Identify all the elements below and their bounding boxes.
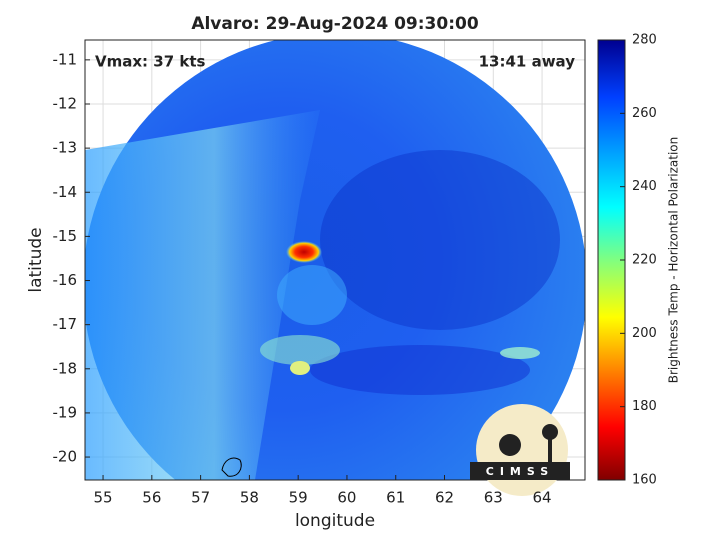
- x-axis-label: longitude: [295, 511, 375, 531]
- colorbar-tick-label: 220: [632, 253, 657, 268]
- logo-dish: [499, 434, 521, 456]
- y-tick-label: -17: [53, 315, 78, 333]
- x-tick-label: 61: [386, 489, 405, 507]
- cloud-band: [310, 345, 530, 395]
- convection: [277, 265, 347, 325]
- swath-band: [85, 110, 320, 480]
- x-tick-label: 62: [435, 489, 454, 507]
- chart-title: Alvaro: 29-Aug-2024 09:30:00: [191, 14, 478, 34]
- colorbar-label: Brightness Temp - Horizontal Polarizatio…: [667, 137, 681, 384]
- convection: [290, 361, 310, 375]
- x-tick-label: 60: [337, 489, 356, 507]
- y-tick-label: -15: [53, 227, 78, 245]
- colorbar-tick-label: 240: [632, 179, 657, 194]
- colorbar-tick-label: 260: [632, 106, 657, 121]
- logo: CIMSS: [470, 404, 570, 496]
- x-tick-label: 64: [533, 489, 552, 507]
- colorbar-tick-label: 280: [632, 33, 657, 48]
- eyewall: [286, 241, 322, 263]
- y-tick-label: -12: [53, 94, 78, 112]
- colorbar-tick-label: 160: [632, 473, 657, 488]
- logo-tower: [548, 432, 552, 462]
- x-tick-label: 63: [484, 489, 503, 507]
- colorbar-tick-label: 200: [632, 326, 657, 341]
- convection: [260, 335, 340, 365]
- y-tick-label: -14: [53, 183, 78, 201]
- convection: [500, 347, 540, 359]
- annotation: 13:41 away: [479, 53, 576, 71]
- y-axis-label: latitude: [26, 227, 46, 292]
- annotation: Vmax: 37 kts: [95, 53, 205, 71]
- y-tick-label: -11: [53, 50, 78, 68]
- x-tick-label: 57: [191, 489, 210, 507]
- axes-box: [84, 39, 586, 481]
- coastline: [221, 457, 242, 477]
- x-tick-label: 55: [94, 489, 113, 507]
- x-tick-label: 56: [142, 489, 161, 507]
- x-tick-label: 58: [240, 489, 259, 507]
- logo-text: CIMSS: [486, 465, 554, 478]
- y-tick-label: -19: [53, 403, 78, 421]
- logo-bar: [470, 462, 570, 480]
- colorbar-tick-label: 180: [632, 399, 657, 414]
- y-tick-label: -20: [53, 448, 78, 466]
- y-tick-label: -16: [53, 271, 78, 289]
- imagery: [85, 40, 585, 480]
- x-tick-label: 59: [289, 489, 308, 507]
- y-tick-label: -13: [53, 139, 78, 157]
- cloud-band: [320, 150, 560, 330]
- logo-disc: [476, 404, 568, 496]
- y-tick-label: -18: [53, 359, 78, 377]
